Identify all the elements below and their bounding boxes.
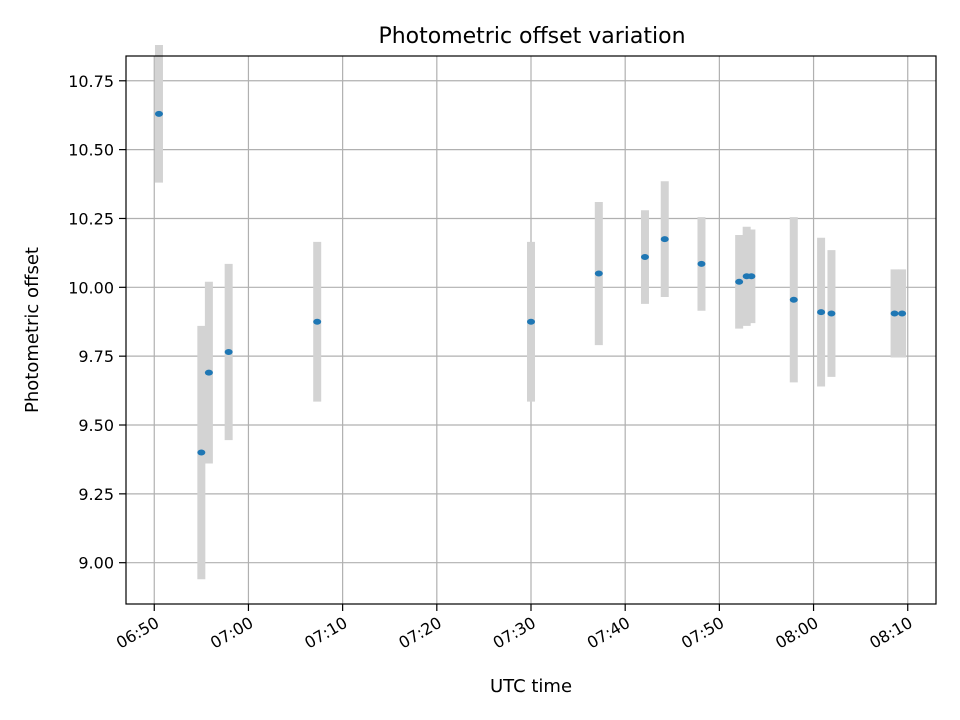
data-point (827, 310, 836, 317)
y-tick-label: 9.00 (78, 554, 114, 573)
data-point (817, 309, 826, 316)
y-tick-label: 10.50 (68, 141, 114, 160)
data-point (735, 278, 744, 285)
data-point (640, 254, 649, 261)
data-point (697, 260, 706, 267)
data-point (898, 310, 907, 317)
data-point (197, 449, 206, 456)
y-tick-label: 10.00 (68, 278, 114, 297)
data-point (224, 349, 233, 356)
data-point (154, 110, 163, 117)
data-point (789, 296, 798, 303)
y-tick-label: 9.50 (78, 416, 114, 435)
chart-title: Photometric offset variation (378, 24, 685, 49)
data-markers (154, 110, 907, 456)
y-tick-label: 9.25 (78, 485, 114, 504)
y-tick-label: 10.25 (68, 209, 114, 228)
y-axis: 9.00 9.25 9.50 9.75 10.00 10.25 10.50 10.75 (68, 72, 126, 573)
x-axis-label: UTC time (490, 676, 572, 697)
data-point (204, 369, 213, 376)
data-point (890, 310, 899, 317)
y-axis-label: Photometric offset (22, 247, 43, 413)
data-point (313, 318, 322, 325)
y-tick-label: 9.75 (78, 347, 114, 366)
data-point (594, 270, 603, 277)
y-tick-label: 10.75 (68, 72, 114, 91)
data-point (527, 318, 535, 325)
data-point (660, 236, 669, 243)
data-point (747, 273, 756, 280)
